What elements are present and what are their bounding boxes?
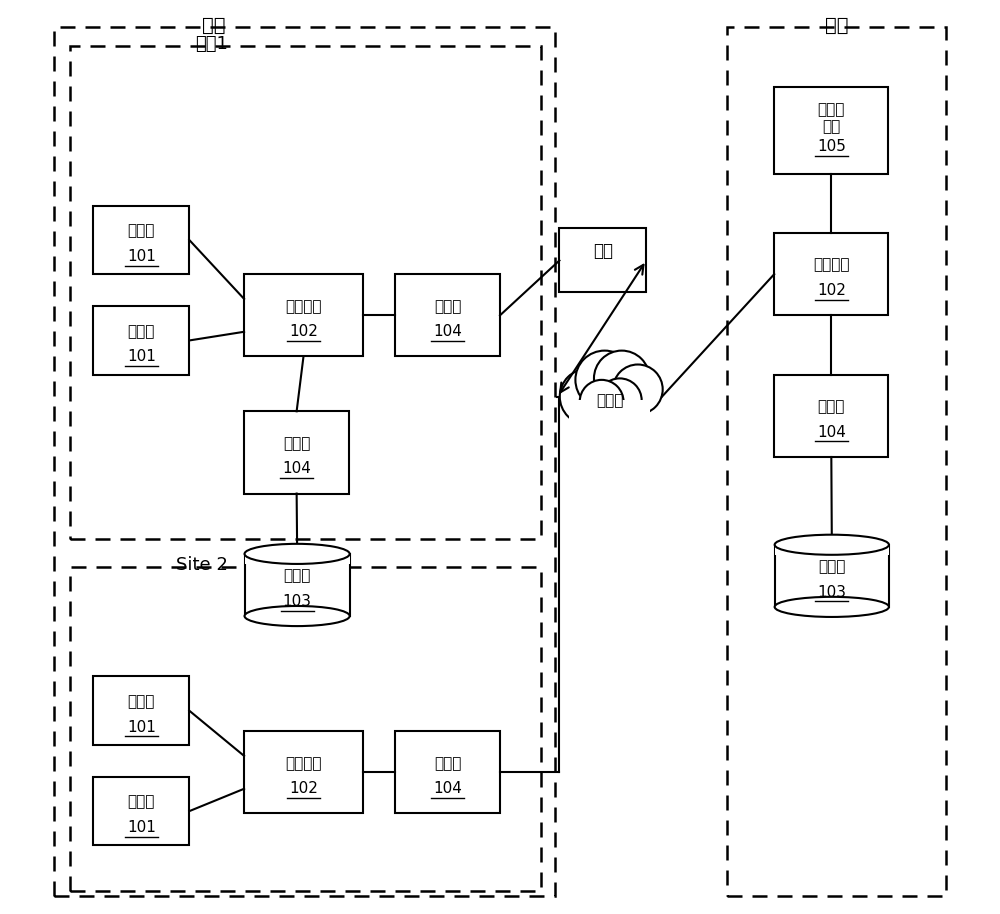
Circle shape bbox=[613, 365, 663, 414]
Text: 101: 101 bbox=[127, 820, 156, 835]
Bar bbox=[775, 545, 889, 607]
Text: 102: 102 bbox=[817, 283, 846, 298]
Circle shape bbox=[580, 380, 624, 424]
Bar bbox=[93, 676, 189, 745]
Text: 广域网: 广域网 bbox=[596, 393, 623, 408]
Text: 104: 104 bbox=[282, 462, 311, 476]
Bar bbox=[244, 411, 349, 494]
Text: 消息总线: 消息总线 bbox=[285, 299, 322, 314]
Ellipse shape bbox=[775, 597, 889, 617]
Bar bbox=[559, 228, 646, 292]
Text: 传感器: 传感器 bbox=[128, 324, 155, 339]
Bar bbox=[244, 731, 363, 813]
Text: 105: 105 bbox=[817, 139, 846, 154]
Text: 101: 101 bbox=[127, 719, 156, 735]
Text: 数据: 数据 bbox=[593, 242, 613, 260]
Text: 数据湖: 数据湖 bbox=[283, 569, 311, 583]
Text: 核心: 核心 bbox=[825, 16, 848, 35]
Text: Site 2: Site 2 bbox=[176, 556, 228, 574]
Bar bbox=[245, 554, 350, 616]
Text: 101: 101 bbox=[127, 349, 156, 365]
Text: 连接器: 连接器 bbox=[434, 299, 461, 314]
Circle shape bbox=[594, 351, 650, 406]
Circle shape bbox=[560, 369, 615, 424]
Text: 102: 102 bbox=[289, 324, 318, 339]
Text: 数据湖: 数据湖 bbox=[818, 559, 845, 574]
Text: 101: 101 bbox=[127, 249, 156, 264]
Text: 边缘: 边缘 bbox=[202, 16, 226, 35]
Bar bbox=[774, 375, 888, 457]
Bar bbox=[569, 400, 650, 426]
Ellipse shape bbox=[245, 544, 350, 564]
Text: 连接器: 连接器 bbox=[283, 436, 310, 451]
Ellipse shape bbox=[775, 535, 889, 555]
Text: 102: 102 bbox=[289, 781, 318, 796]
Text: 103: 103 bbox=[283, 594, 312, 609]
Text: 传感器: 传感器 bbox=[128, 694, 155, 709]
Text: 流控制
单元: 流控制 单元 bbox=[818, 102, 845, 134]
Text: 传感器: 传感器 bbox=[128, 223, 155, 239]
Text: 104: 104 bbox=[433, 324, 462, 339]
Text: 连接器: 连接器 bbox=[434, 756, 461, 771]
Text: 消息总线: 消息总线 bbox=[285, 756, 322, 771]
Bar bbox=[395, 274, 500, 356]
Bar bbox=[244, 274, 363, 356]
Bar bbox=[93, 306, 189, 375]
Bar bbox=[93, 777, 189, 845]
Bar bbox=[774, 233, 888, 315]
Bar bbox=[93, 206, 189, 274]
Bar bbox=[774, 87, 888, 174]
Circle shape bbox=[575, 351, 634, 409]
Text: 103: 103 bbox=[817, 585, 846, 600]
Ellipse shape bbox=[245, 606, 350, 626]
Text: 站点1: 站点1 bbox=[195, 35, 228, 53]
Text: 连接器: 连接器 bbox=[818, 399, 845, 414]
Text: 传感器: 传感器 bbox=[128, 794, 155, 810]
Text: 消息总线: 消息总线 bbox=[813, 258, 850, 272]
Bar bbox=[775, 535, 889, 555]
Circle shape bbox=[598, 378, 642, 422]
Text: 104: 104 bbox=[433, 781, 462, 796]
Bar bbox=[395, 731, 500, 813]
Bar bbox=[245, 544, 350, 564]
Text: 104: 104 bbox=[817, 425, 846, 440]
